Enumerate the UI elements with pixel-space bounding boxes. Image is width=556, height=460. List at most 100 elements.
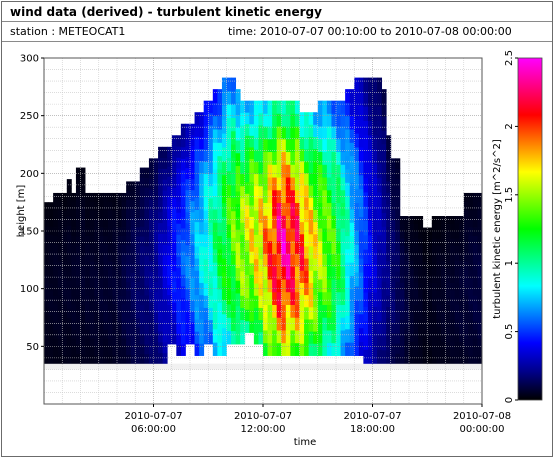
heatmap-cell bbox=[304, 221, 310, 235]
heatmap-cell bbox=[66, 317, 72, 328]
heatmap-cell bbox=[158, 255, 164, 267]
heatmap-cell bbox=[171, 187, 177, 199]
heatmap-cell bbox=[212, 102, 218, 117]
heatmap-cell bbox=[217, 288, 223, 303]
heatmap-cell bbox=[354, 160, 360, 176]
heatmap-cell bbox=[313, 343, 319, 356]
heatmap-cell bbox=[244, 147, 250, 160]
heatmap-cell bbox=[221, 272, 227, 287]
heatmap-cell bbox=[203, 258, 209, 272]
heatmap-cell bbox=[75, 353, 81, 365]
heatmap-cell bbox=[167, 215, 173, 227]
heatmap-cell bbox=[436, 267, 442, 276]
heatmap-cell bbox=[454, 319, 460, 328]
heatmap-cell bbox=[285, 138, 291, 153]
heatmap-cell bbox=[180, 135, 186, 148]
heatmap-cell bbox=[409, 311, 414, 320]
heatmap-cell bbox=[112, 278, 118, 288]
heatmap-cell bbox=[253, 307, 259, 321]
heatmap-cell bbox=[349, 262, 355, 277]
heatmap-cell bbox=[345, 302, 351, 316]
heatmap-cell bbox=[98, 346, 104, 356]
heatmap-cell bbox=[180, 204, 186, 217]
heatmap-cell bbox=[57, 244, 63, 254]
heatmap-cell bbox=[117, 227, 122, 237]
heatmap-cell bbox=[427, 268, 433, 276]
heatmap-cell bbox=[294, 100, 300, 114]
heatmap-cell bbox=[472, 269, 478, 279]
heatmap-cell bbox=[180, 228, 186, 241]
heatmap-cell bbox=[381, 130, 387, 145]
heatmap-cell bbox=[322, 342, 328, 356]
heatmap-cell bbox=[450, 216, 456, 224]
heatmap-cell bbox=[390, 168, 396, 180]
heatmap-cell bbox=[253, 246, 259, 260]
heatmap-cell bbox=[185, 123, 191, 136]
heatmap-cell bbox=[377, 220, 383, 236]
heatmap-cell bbox=[158, 190, 164, 202]
heatmap-cell bbox=[126, 245, 132, 255]
heatmap-cell bbox=[399, 341, 405, 350]
heatmap-cell bbox=[53, 278, 59, 288]
heatmap-cell bbox=[299, 258, 305, 271]
heatmap-cell bbox=[253, 295, 259, 308]
heatmap-cell bbox=[358, 286, 364, 301]
heatmap-cell bbox=[89, 227, 95, 237]
heatmap-cell bbox=[349, 248, 355, 263]
heatmap-cell bbox=[85, 252, 91, 262]
heatmap-cell bbox=[363, 263, 369, 279]
heatmap-cell bbox=[399, 216, 405, 224]
heatmap-cell bbox=[185, 134, 191, 147]
heatmap-cell bbox=[212, 288, 218, 303]
heatmap-cell bbox=[427, 329, 433, 337]
heatmap-cell bbox=[199, 173, 205, 186]
heatmap-cell bbox=[103, 227, 109, 237]
heatmap-cell bbox=[199, 221, 205, 235]
heatmap-cell bbox=[176, 234, 182, 246]
heatmap-cell bbox=[231, 157, 237, 172]
heatmap-cell bbox=[231, 117, 237, 132]
heatmap-cell bbox=[190, 134, 195, 147]
heatmap-cell bbox=[258, 125, 264, 138]
heatmap-cell bbox=[217, 342, 223, 356]
heatmap-cell bbox=[431, 297, 437, 305]
heatmap-cell bbox=[126, 254, 132, 264]
heatmap-cell bbox=[299, 270, 305, 283]
heatmap-cell bbox=[276, 100, 282, 114]
heatmap-cell bbox=[272, 177, 278, 191]
heatmap-cell bbox=[139, 167, 145, 178]
heatmap-cell bbox=[107, 312, 113, 322]
heatmap-cell bbox=[313, 221, 319, 235]
heatmap-cell bbox=[409, 282, 414, 291]
heatmap-cell bbox=[390, 219, 396, 231]
heatmap-cell bbox=[340, 330, 346, 344]
heatmap-cell bbox=[62, 329, 68, 339]
heatmap-cell bbox=[326, 215, 332, 229]
heatmap-cell bbox=[436, 252, 442, 261]
heatmap-cell bbox=[158, 341, 164, 354]
heatmap-cell bbox=[180, 216, 186, 229]
heatmap-cell bbox=[386, 226, 392, 239]
heatmap-cell bbox=[427, 309, 433, 317]
heatmap-cell bbox=[272, 202, 278, 216]
heatmap-cell bbox=[208, 100, 214, 114]
heatmap-cell bbox=[171, 208, 177, 220]
heatmap-cell bbox=[418, 245, 424, 254]
heatmap-cell bbox=[194, 160, 200, 174]
heatmap-cell bbox=[468, 312, 474, 322]
heatmap-cell bbox=[445, 319, 451, 328]
heatmap-cell bbox=[477, 244, 483, 254]
heatmap-cell bbox=[85, 192, 91, 202]
heatmap-cell bbox=[263, 266, 268, 280]
heatmap-cell bbox=[71, 269, 77, 279]
heatmap-cell bbox=[468, 235, 474, 245]
heatmap-cell bbox=[258, 222, 264, 235]
heatmap-cell bbox=[322, 291, 328, 305]
heatmap-cell bbox=[477, 227, 483, 237]
heatmap-cell bbox=[386, 272, 392, 285]
heatmap-cell bbox=[294, 164, 300, 178]
heatmap-cell bbox=[331, 151, 337, 165]
heatmap-cell bbox=[249, 251, 255, 264]
heatmap-cell bbox=[180, 239, 186, 252]
heatmap-cell bbox=[180, 170, 186, 183]
